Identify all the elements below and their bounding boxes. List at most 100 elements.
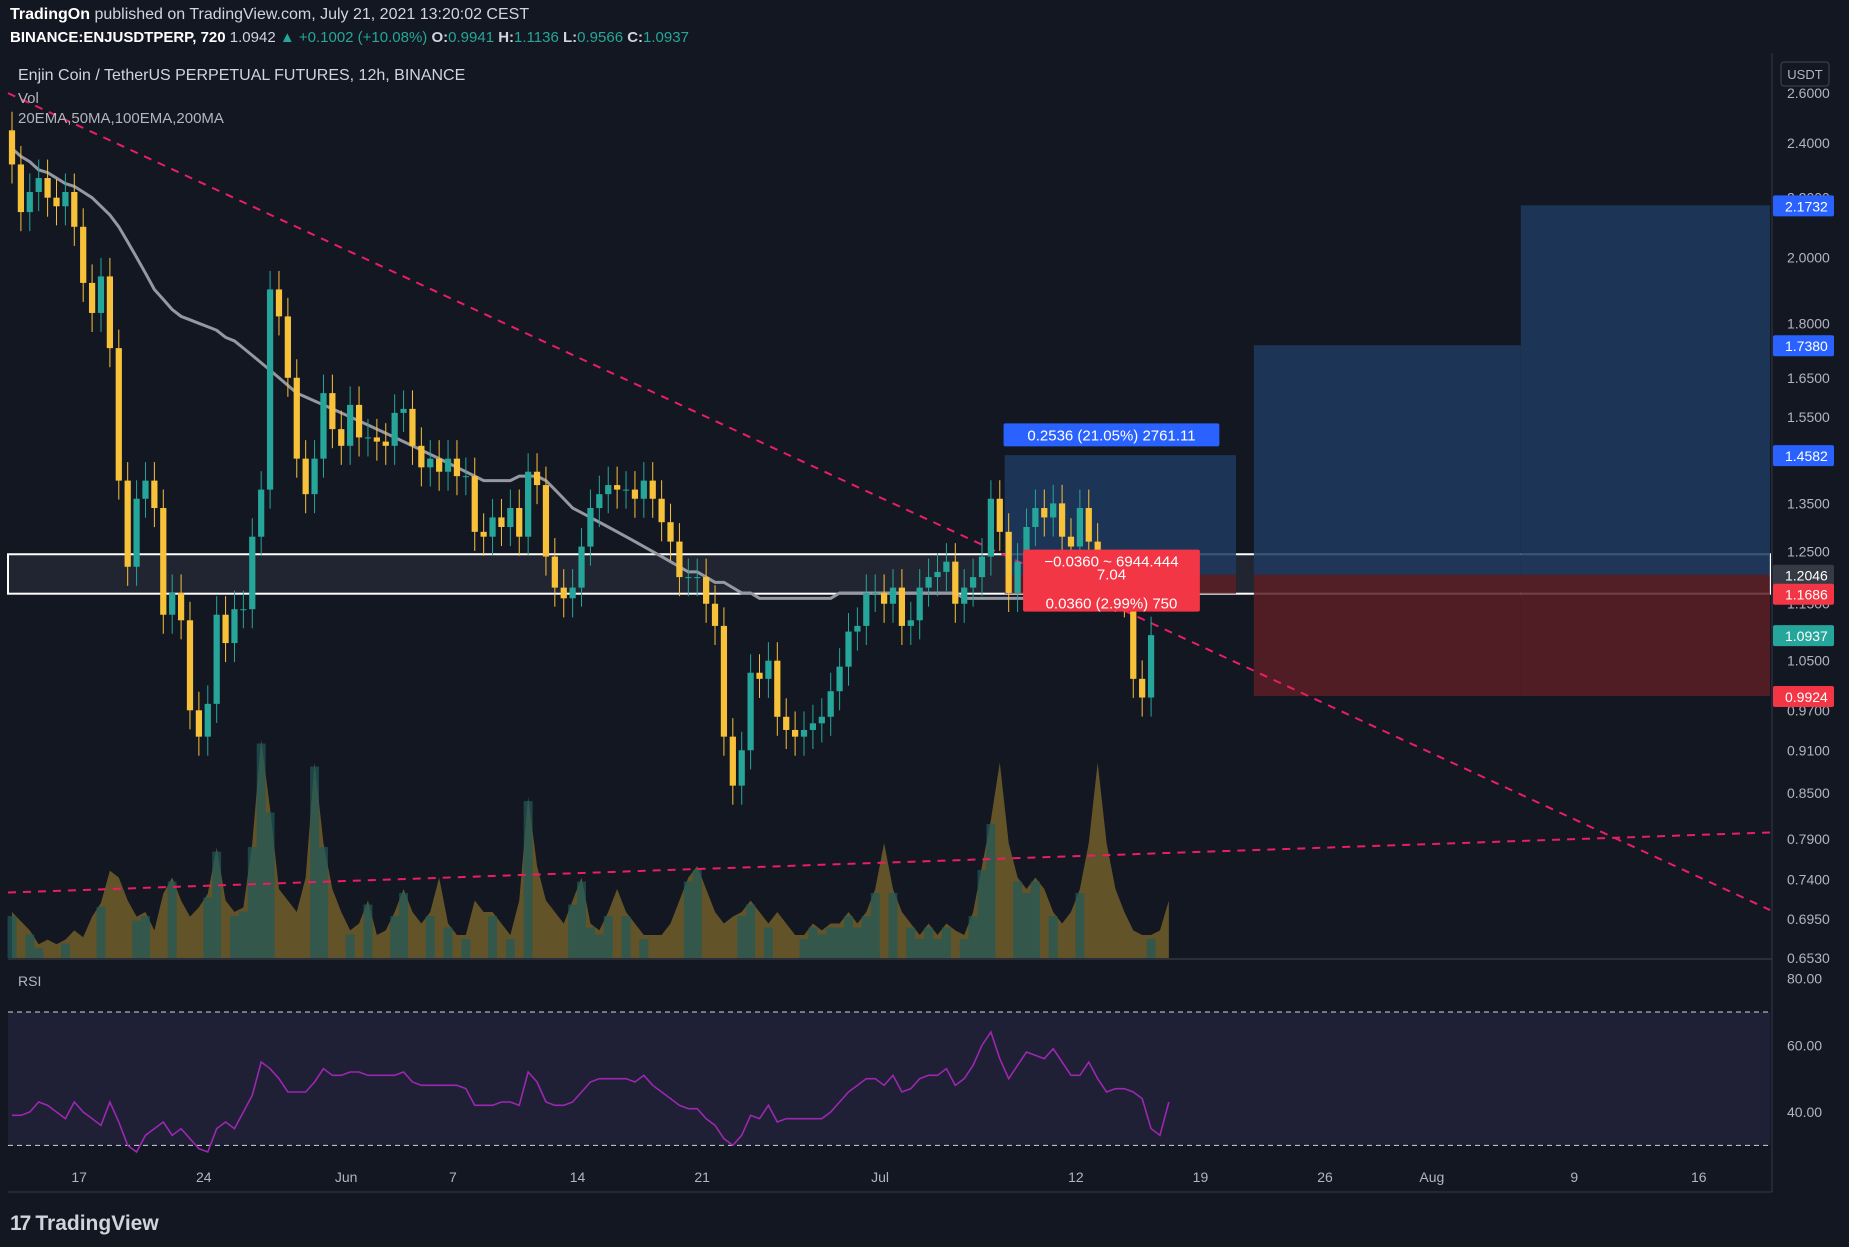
volume-bar [230, 916, 239, 958]
position-risk-label [1023, 549, 1200, 612]
candle-body [685, 577, 692, 579]
candle-body [186, 620, 194, 711]
low-value: 0.9566 [577, 29, 624, 46]
tradingview-footer[interactable]: 17 TradingView [10, 1212, 159, 1236]
time-tick-label: 12 [1068, 1169, 1084, 1185]
time-tick-label: Aug [1419, 1169, 1444, 1185]
price-badge-label: 0.9924 [1785, 689, 1828, 705]
volume-bar [390, 916, 400, 958]
candle-body [756, 672, 763, 679]
candle-body [774, 660, 781, 717]
candle-body [631, 489, 639, 499]
candle-body [934, 571, 941, 578]
candle-body [765, 660, 772, 679]
candle-body [1005, 531, 1012, 593]
volume-bar [60, 943, 70, 958]
volume-bar [683, 881, 693, 958]
price-badge-label: 1.4582 [1785, 448, 1828, 464]
candle-body [355, 404, 363, 438]
candle-body [311, 458, 318, 495]
volume-bar [568, 904, 578, 958]
candle-body [1076, 508, 1083, 547]
candle-body [1130, 598, 1137, 679]
volume-bar [319, 847, 328, 958]
candle-body [863, 592, 870, 626]
candle-body [907, 620, 914, 626]
candle-body [195, 710, 202, 737]
volume-bar [212, 851, 222, 958]
candle-body [800, 729, 808, 737]
volume-bar [577, 881, 586, 958]
candle-body [338, 429, 345, 446]
rsi-tick-label: 80.00 [1787, 971, 1822, 987]
volume-bar [7, 916, 17, 958]
price-tick-label: 0.7400 [1787, 872, 1830, 888]
volume-legend[interactable]: Vol [18, 90, 39, 107]
currency-badge [1780, 61, 1830, 87]
price-badge [1773, 625, 1834, 647]
candle-body [533, 471, 541, 486]
candle-body [836, 666, 843, 692]
chart-legend-title[interactable]: Enjin Coin / TetherUS PERPETUAL FUTURES,… [18, 67, 466, 84]
volume-bar [461, 939, 471, 958]
open-value: 0.9941 [448, 29, 495, 46]
candle-body [791, 729, 799, 737]
candle-body [587, 508, 594, 547]
candle-body [213, 614, 220, 704]
volume-bar [141, 916, 150, 958]
volume-bar [345, 934, 355, 958]
price-chart[interactable]: 0.2536 (21.05%) 2761.11 −0.0360 ~ 6944.44… [0, 0, 1849, 1200]
close-value: 1.0937 [643, 29, 689, 46]
volume-bar [523, 801, 533, 958]
annotation-text: −0.0360 ~ 6944.444 [1044, 554, 1178, 571]
volume-bar [1075, 893, 1085, 958]
candle-body [97, 276, 105, 313]
candle-body [62, 192, 69, 207]
candle-body [160, 508, 167, 615]
candle-body [729, 736, 736, 786]
position-target-zone [1253, 345, 1521, 575]
candle-body [889, 587, 897, 604]
candle-body [507, 508, 514, 527]
ma-legend[interactable]: 20EMA,50MA,100EMA,200MA [18, 110, 224, 127]
symbol-label[interactable]: BINANCE:ENJUSDTPERP, 720 [10, 29, 226, 46]
candle-body [783, 716, 790, 730]
volume-bar [1022, 893, 1031, 958]
candle-body [578, 546, 585, 588]
candle-body [1139, 678, 1146, 698]
candle-body [409, 408, 416, 446]
price-tick-label: 2.0000 [1787, 249, 1830, 265]
publish-info: published on TradingView.com, July 21, 2… [94, 6, 530, 23]
price-tick-label: 1.6500 [1787, 370, 1830, 386]
volume-bar [1013, 881, 1023, 958]
candle-body [133, 498, 140, 567]
candle-body [1014, 561, 1021, 593]
position-profit-label [1003, 423, 1220, 447]
volume-bar [861, 916, 871, 958]
candle-body [471, 476, 478, 532]
candle-body [1085, 508, 1092, 542]
candle-body [542, 485, 550, 557]
candle-body [969, 577, 977, 588]
candle-body [1032, 508, 1039, 527]
volume-bar [585, 927, 595, 958]
candle-body [329, 393, 336, 430]
rsi-legend[interactable]: RSI [18, 973, 42, 989]
volume-bar [941, 927, 951, 958]
volume-bar [247, 847, 257, 958]
volume-bar [25, 934, 35, 958]
price-tick-label: 0.6950 [1787, 911, 1830, 927]
candle-body [320, 393, 327, 459]
volume-bar [746, 904, 756, 958]
candle-body [614, 485, 621, 490]
annotation-text: 0.0360 (2.99%) 750 [1046, 596, 1178, 613]
time-tick-label: 19 [1193, 1169, 1209, 1185]
volume-bar [763, 927, 773, 958]
candle-body [987, 498, 995, 557]
time-tick-label: 7 [449, 1169, 457, 1185]
price-badge [1773, 445, 1834, 467]
low-label: L: [562, 29, 578, 46]
volume-bar [835, 927, 845, 958]
time-tick-label: Jul [871, 1169, 889, 1185]
author-name[interactable]: TradingOn [10, 6, 90, 23]
